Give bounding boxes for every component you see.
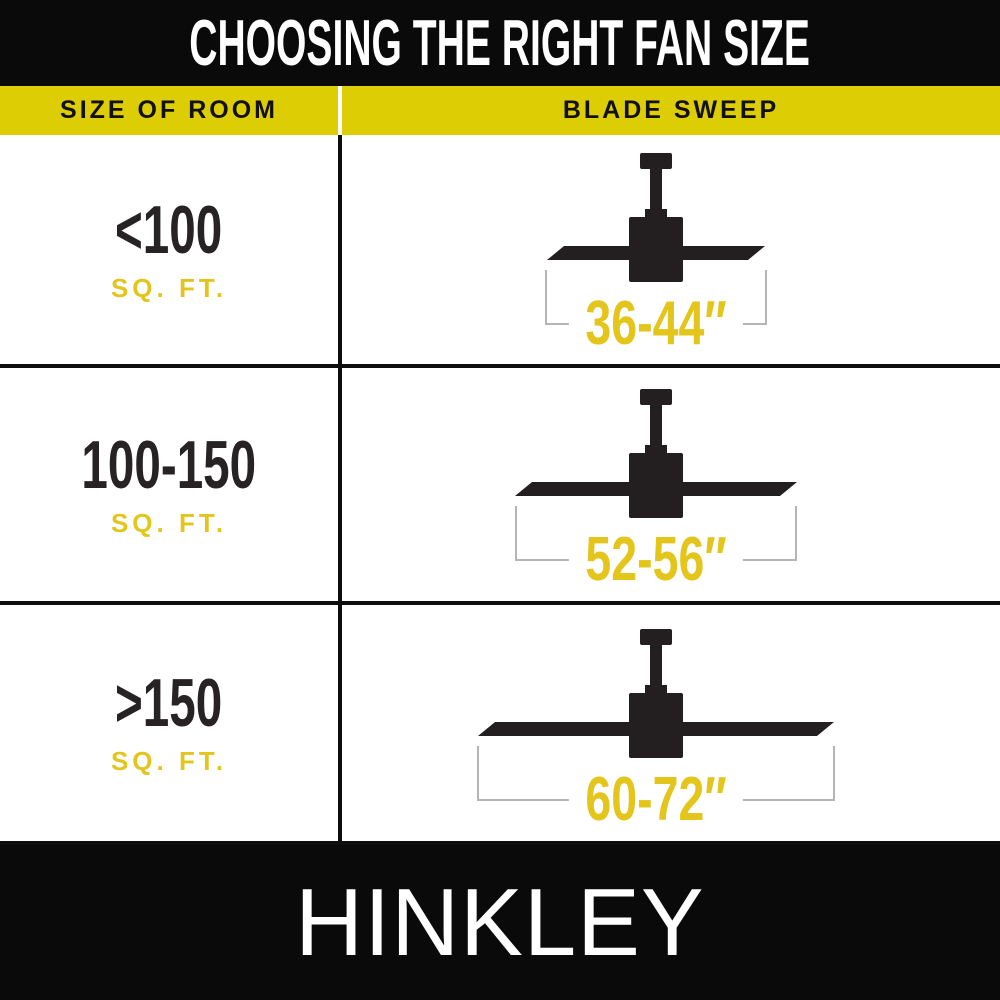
column-divider [338, 86, 342, 135]
brand-logo: HINKLEY [295, 868, 705, 976]
column-header-blade-sweep: BLADE SWEEP [562, 96, 780, 124]
blade-sweep-value: 36-44″ [568, 293, 744, 355]
fan-assembly: 36-44″ [545, 135, 767, 355]
blade-sweep-cell: 36-44″ [342, 135, 1000, 364]
fan-assembly: 52-56″ [513, 368, 799, 591]
column-divider [338, 368, 342, 601]
column-header-size-of-room: SIZE OF ROOM [60, 96, 278, 124]
column-header-band: SIZE OF ROOM BLADE SWEEP [0, 86, 1000, 135]
column-divider [338, 135, 342, 364]
measurement-bracket: 60-72″ [477, 746, 835, 831]
title-bar: CHOOSING THE RIGHT FAN SIZE [0, 0, 1000, 86]
ceiling-fan-icon [515, 389, 797, 518]
room-size-cell: 100-150 SQ. FT. [0, 368, 338, 601]
room-size-unit: SQ. FT. [110, 746, 228, 776]
room-size-value: 100-150 [81, 426, 257, 503]
room-size-unit: SQ. FT. [110, 272, 228, 303]
ceiling-fan-icon [547, 153, 765, 282]
room-size-cell: >150 SQ. FT. [0, 605, 338, 841]
brand-footer: HINKLEY [0, 845, 1000, 1000]
column-divider [338, 605, 342, 841]
table-row: 100-150 SQ. FT. 52-56″ [0, 368, 1000, 605]
blade-sweep-cell: 52-56″ [342, 368, 1000, 601]
room-size-value: >150 [115, 665, 223, 741]
measurement-bracket: 52-56″ [515, 506, 797, 591]
blade-sweep-value: 60-72″ [568, 769, 744, 831]
room-size-value: <100 [115, 191, 223, 268]
measurement-bracket: 36-44″ [545, 270, 767, 355]
fan-assembly: 60-72″ [476, 605, 836, 831]
table-row: <100 SQ. FT. 36-44″ [0, 135, 1000, 368]
blade-sweep-cell: 60-72″ [342, 605, 1000, 841]
room-size-unit: SQ. FT. [110, 507, 228, 538]
blade-sweep-value: 52-56″ [568, 529, 744, 591]
page-title: CHOOSING THE RIGHT FAN SIZE [189, 7, 811, 79]
table-row: >150 SQ. FT. 60-72″ [0, 605, 1000, 845]
ceiling-fan-icon [478, 629, 834, 758]
room-size-cell: <100 SQ. FT. [0, 135, 338, 364]
